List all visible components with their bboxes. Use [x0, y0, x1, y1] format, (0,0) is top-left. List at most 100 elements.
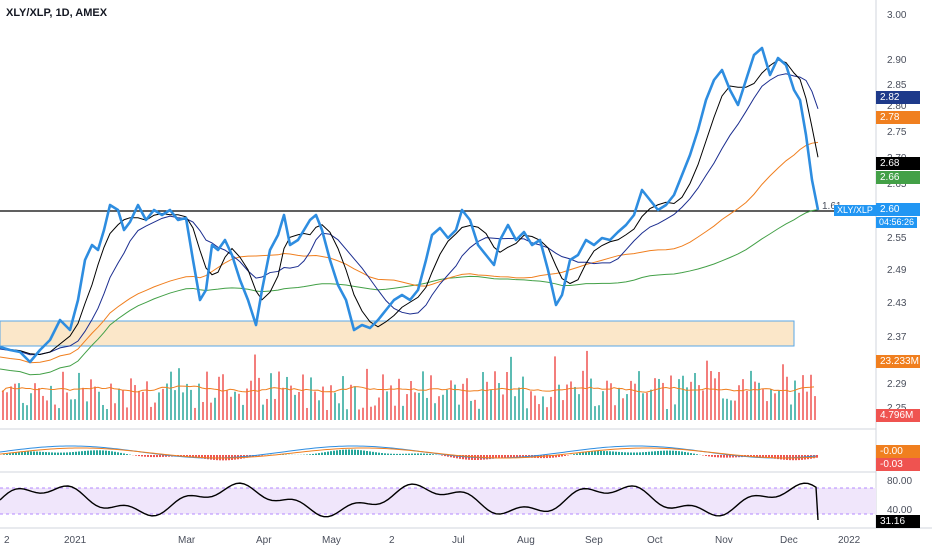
macd-bar — [66, 452, 68, 455]
support-zone-box[interactable] — [0, 320, 795, 347]
macd-bar — [708, 455, 710, 457]
macd-bar — [489, 455, 491, 460]
macd-bar — [318, 453, 320, 455]
volume-bar — [466, 378, 468, 420]
macd-bar — [117, 452, 119, 455]
macd-bar — [18, 451, 20, 455]
macd-bar — [39, 451, 41, 455]
time-tick-label: 2 — [389, 535, 395, 546]
macd-bar — [816, 455, 818, 458]
volume-bar — [490, 389, 492, 420]
macd-bar — [57, 452, 59, 455]
volume-bar — [598, 405, 600, 420]
macd-bar — [81, 451, 83, 455]
volume-bar — [186, 383, 188, 420]
badge-2-82: 2.82 — [876, 91, 920, 104]
macd-bar — [753, 455, 755, 457]
volume-bar — [390, 385, 392, 420]
price-tick-label: 2.43 — [887, 298, 907, 309]
macd-bar — [333, 450, 335, 455]
macd-bar — [6, 453, 8, 455]
macd-bar — [711, 455, 713, 457]
macd-bar — [375, 452, 377, 455]
macd-bar — [573, 454, 575, 455]
volume-bar — [146, 381, 148, 420]
price-tick-label: 2.80 — [887, 101, 907, 112]
rsi-line — [0, 482, 819, 521]
macd-bar — [627, 452, 629, 455]
volume-bar — [542, 396, 544, 420]
volume-bar — [410, 381, 412, 420]
macd-bar — [159, 455, 161, 458]
volume-bar — [318, 400, 320, 420]
macd-bar — [105, 450, 107, 455]
time-tick-label: Nov — [715, 535, 733, 546]
macd-bar — [696, 454, 698, 455]
price-line[interactable] — [0, 46, 820, 364]
macd-bar — [96, 450, 98, 455]
volume-bar — [226, 390, 228, 420]
macd-bar — [30, 451, 32, 455]
macd-bar — [72, 452, 74, 455]
ma-orange-line — [0, 141, 819, 364]
macd-bar — [414, 453, 416, 455]
macd-bar — [384, 453, 386, 455]
volume-bar — [734, 400, 736, 420]
macd-bar — [714, 455, 716, 458]
volume-bar — [90, 379, 92, 420]
macd-bar — [165, 455, 167, 457]
macd-bar — [609, 451, 611, 455]
volume-bar — [550, 396, 552, 420]
volume-bar — [770, 389, 772, 420]
volume-bar — [26, 405, 28, 420]
macd-bar — [201, 455, 203, 459]
macd-bar — [90, 450, 92, 455]
macd-bar — [594, 451, 596, 455]
macd-bar — [351, 449, 353, 455]
badge-macd-signal: -0.00 — [876, 445, 920, 458]
volume-bar — [514, 396, 516, 420]
macd-bar — [729, 455, 731, 458]
volume-bar — [374, 405, 376, 420]
macd-bar — [87, 450, 89, 455]
macd-bar — [186, 455, 188, 457]
macd-bar — [522, 455, 524, 458]
volume-bar — [602, 391, 604, 420]
volume-bar — [182, 392, 184, 420]
macd-bar — [705, 455, 707, 456]
level-label: 1.61 — [822, 201, 842, 212]
macd-bar — [618, 451, 620, 455]
volume-bar — [622, 398, 624, 420]
volume-bar — [230, 396, 232, 420]
volume-bar — [130, 378, 132, 420]
macd-bar — [432, 454, 434, 455]
volume-bar — [590, 378, 592, 420]
volume-bar — [750, 370, 752, 420]
volume-bar — [210, 402, 212, 420]
volume-bar — [138, 390, 140, 420]
macd-bar — [336, 450, 338, 455]
macd-bar — [678, 451, 680, 455]
volume-bar — [406, 394, 408, 420]
volume-bar — [126, 407, 128, 420]
price-tick-label: 2.90 — [887, 55, 907, 66]
macd-bar — [717, 455, 719, 458]
symbol-title[interactable]: XLY/XLP, 1D, AMEX — [6, 7, 108, 19]
macd-bar — [444, 455, 446, 457]
volume-bar — [122, 390, 124, 420]
volume-bar — [654, 378, 656, 420]
volume-bar — [766, 401, 768, 420]
volume-bar — [170, 371, 172, 420]
macd-bar — [111, 451, 113, 455]
macd-bar — [162, 455, 164, 457]
volume-bar — [302, 374, 304, 420]
volume-bar — [554, 356, 556, 420]
macd-bar — [54, 452, 56, 455]
volume-bar — [38, 388, 40, 420]
volume-bar — [722, 398, 724, 420]
time-axis[interactable]: 2 2021 Mar Apr May 2 Jul Aug Sep Oct Nov Dec 2022 — [4, 535, 861, 546]
macd-bar — [459, 455, 461, 459]
macd-bar — [315, 453, 317, 455]
volume-bar — [786, 376, 788, 420]
